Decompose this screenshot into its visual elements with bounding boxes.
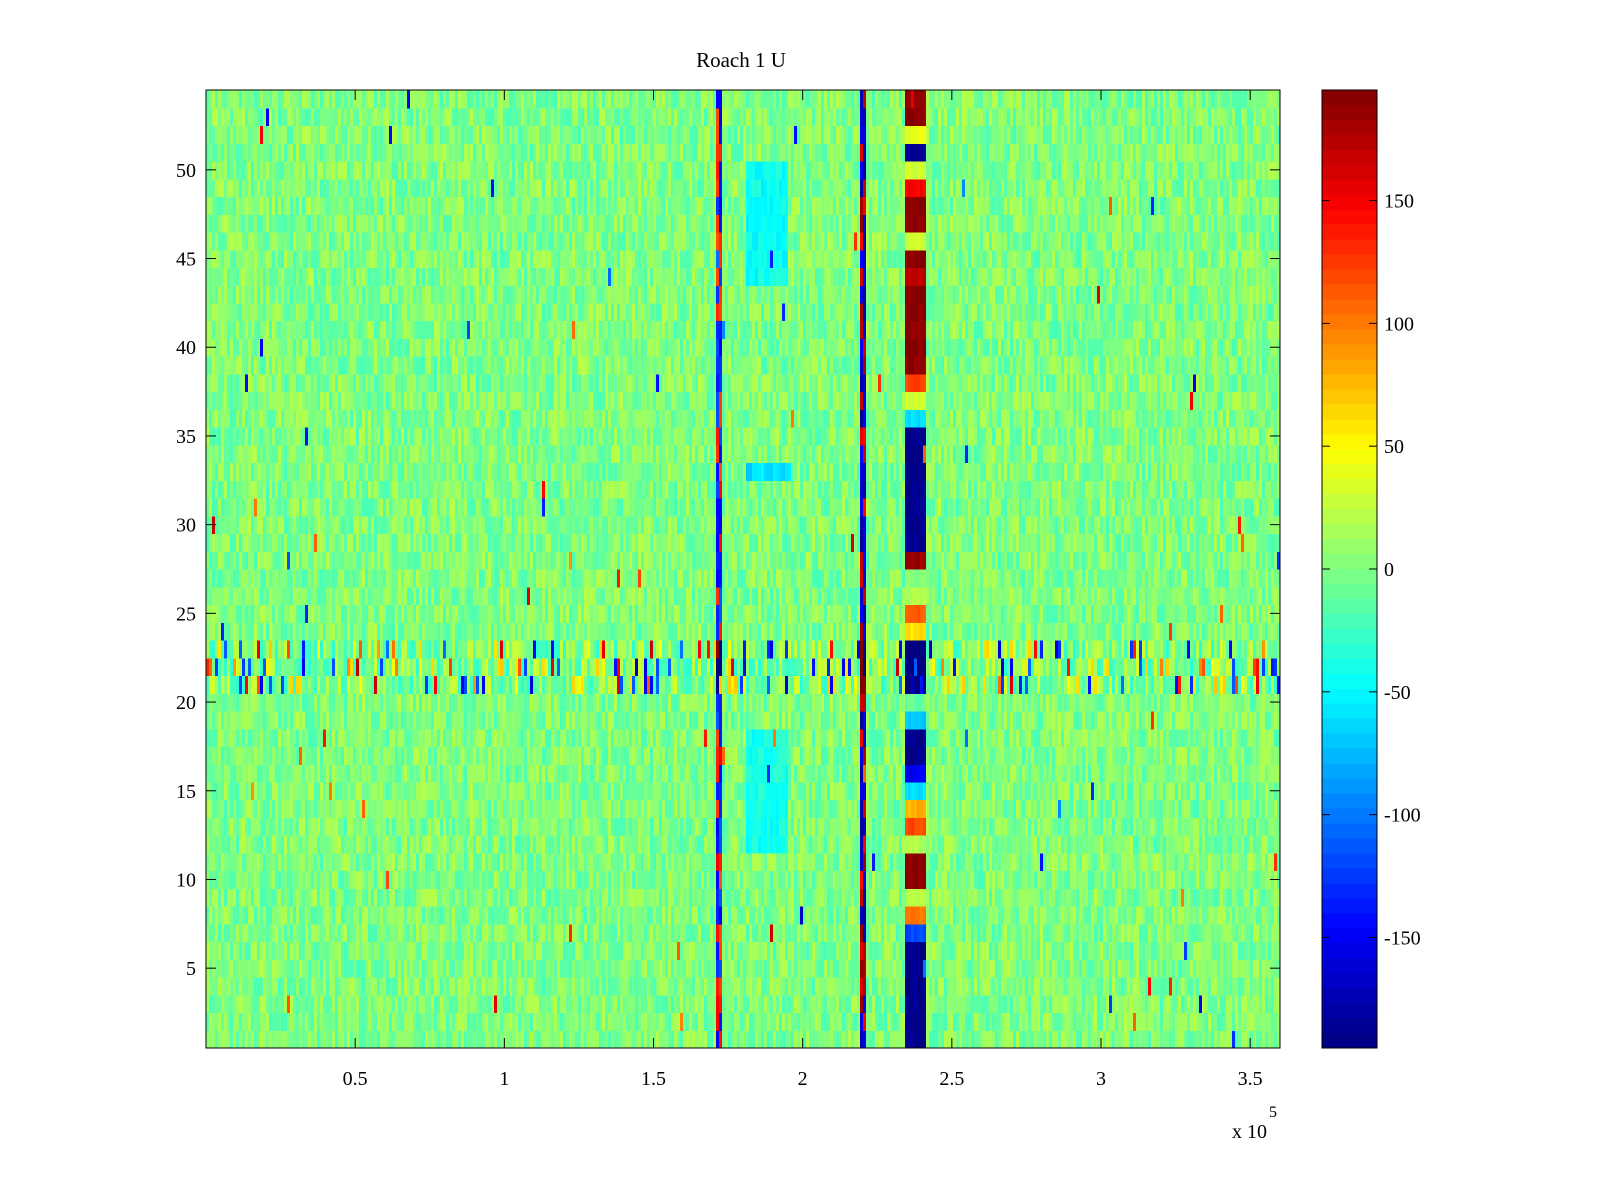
colorbar-swatch [1322,524,1377,539]
x-tick-label: 0.5 [343,1068,368,1090]
colorbar-swatch [1322,629,1377,644]
colorbar-tick-label: 150 [1384,191,1414,213]
colorbar-swatch [1322,494,1377,509]
colorbar-swatch [1322,809,1377,824]
x-axis-multiplier-exponent: 5 [1269,1104,1277,1121]
colorbar-swatch [1322,823,1377,838]
colorbar-swatch [1322,749,1377,764]
colorbar-swatch [1322,838,1377,853]
y-tick-label: 15 [176,781,196,803]
colorbar-swatch [1322,150,1377,165]
y-tick-label: 20 [176,692,196,714]
colorbar-swatch [1322,689,1377,704]
colorbar-swatch [1322,898,1377,913]
colorbar-swatch [1322,943,1377,958]
y-tick-label: 10 [176,869,196,891]
x-tick-label: 1.5 [641,1068,666,1090]
colorbar-tick-label: -150 [1384,927,1421,949]
colorbar-swatch [1322,225,1377,240]
x-tick-label: 2 [798,1068,808,1090]
colorbar-swatch [1322,584,1377,599]
x-tick-label: 1 [499,1068,509,1090]
colorbar-swatch [1322,913,1377,928]
colorbar-swatch [1322,195,1377,210]
colorbar-swatch [1322,674,1377,689]
colorbar-swatch [1322,479,1377,494]
colorbar-tick-label: -50 [1384,682,1411,704]
colorbar-swatch [1322,719,1377,734]
colorbar-swatch [1322,449,1377,464]
x-axis-multiplier: x 10 [1232,1121,1267,1143]
y-tick-label: 30 [176,515,196,537]
colorbar-swatch [1322,210,1377,225]
colorbar-swatch [1322,659,1377,674]
chart-title: Roach 1 U [696,48,786,72]
colorbar-swatch [1322,90,1377,105]
colorbar-swatch [1322,165,1377,180]
colorbar-swatch [1322,1003,1377,1018]
colorbar-swatch [1322,285,1377,300]
colorbar-swatch [1322,704,1377,719]
y-tick-label: 25 [176,603,196,625]
y-tick-label: 35 [176,426,196,448]
colorbar-swatch [1322,255,1377,270]
colorbar-swatch [1322,554,1377,569]
colorbar-swatch [1322,105,1377,120]
colorbar-swatch [1322,614,1377,629]
heatmap-cells [206,90,1280,1049]
colorbar-swatch [1322,464,1377,479]
y-tick-label: 5 [186,958,196,980]
colorbar-swatch [1322,509,1377,524]
colorbar-tick-label: 100 [1384,313,1414,335]
x-tick-label: 2.5 [939,1068,964,1090]
colorbar-swatch [1322,300,1377,315]
colorbar-tick-label: -100 [1384,805,1421,827]
colorbar-swatch [1322,359,1377,374]
colorbar-swatch [1322,853,1377,868]
y-tick-label: 45 [176,249,196,271]
colorbar-swatch [1322,988,1377,1003]
colorbar-tick-label: 50 [1384,436,1404,458]
colorbar-swatch [1322,928,1377,943]
colorbar-swatch [1322,958,1377,973]
colorbar-swatch [1322,764,1377,779]
colorbar-swatch [1322,120,1377,135]
colorbar-swatch [1322,240,1377,255]
colorbar-swatch [1322,404,1377,419]
colorbar-swatch [1322,868,1377,883]
colorbar-swatch [1322,779,1377,794]
colorbar-swatch [1322,330,1377,345]
colorbar-swatch [1322,270,1377,285]
colorbar-swatch [1322,734,1377,749]
colorbar-swatch [1322,794,1377,809]
colorbar-swatch [1322,973,1377,988]
x-tick-label: 3 [1096,1068,1106,1090]
colorbar-swatch [1322,315,1377,330]
x-tick-label: 3.5 [1238,1068,1263,1090]
colorbar-swatch [1322,883,1377,898]
colorbar-swatch [1322,135,1377,150]
colorbar-swatch [1322,1033,1377,1048]
colorbar-tick-label: 0 [1384,559,1394,581]
colorbar-swatch [1322,180,1377,195]
y-tick-label: 40 [176,337,196,359]
colorbar-swatch [1322,344,1377,359]
colorbar-swatch [1322,599,1377,614]
colorbar-swatch [1322,569,1377,584]
y-tick-label: 50 [176,160,196,182]
x-axis-multiplier-base: x 10 [1232,1121,1267,1143]
colorbar [1322,90,1377,1049]
colorbar-swatch [1322,644,1377,659]
colorbar-swatch [1322,434,1377,449]
colorbar-swatch [1322,419,1377,434]
colorbar-swatch [1322,374,1377,389]
colorbar-swatch [1322,1018,1377,1033]
colorbar-swatch [1322,389,1377,404]
colorbar-swatch [1322,539,1377,554]
